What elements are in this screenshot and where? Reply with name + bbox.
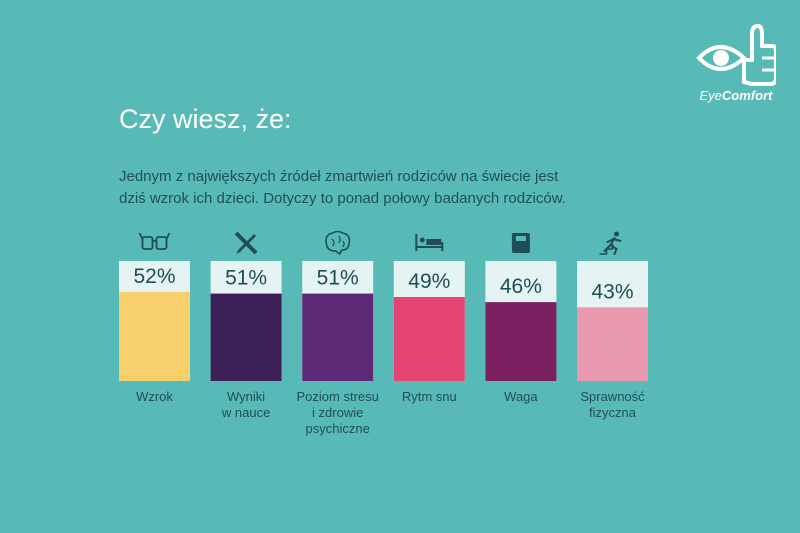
category-label: Rytm snu bbox=[402, 389, 457, 404]
bar bbox=[485, 302, 557, 381]
category-label-line: psychiczne bbox=[306, 421, 370, 436]
data-label: 52% bbox=[133, 265, 175, 288]
data-label: 51% bbox=[225, 267, 267, 290]
pencil-ruler-icon bbox=[234, 231, 258, 255]
category-label-line: w nauce bbox=[221, 405, 270, 420]
data-label: 46% bbox=[500, 275, 542, 298]
category-label-line: Waga bbox=[504, 389, 538, 404]
category-label-line: fizyczna bbox=[589, 405, 637, 420]
bar bbox=[302, 293, 374, 381]
category-label: Poziom stresu i zdrowie psychiczne bbox=[297, 389, 379, 436]
bed-icon bbox=[415, 234, 444, 251]
category-label-line: Wyniki bbox=[227, 389, 265, 404]
bar bbox=[210, 293, 282, 381]
glasses-icon bbox=[138, 232, 171, 250]
brain-icon bbox=[325, 230, 351, 256]
eye-thumbs-up-icon bbox=[696, 24, 776, 86]
category-label-line: Poziom stresu bbox=[297, 389, 379, 404]
description-line: dziś wzrok ich dzieci. Dotyczy to ponad … bbox=[119, 190, 566, 207]
category-label: Wzrok bbox=[136, 389, 173, 404]
description: Jednym z największych źródeł zmartwień r… bbox=[119, 166, 679, 210]
scale-icon bbox=[511, 233, 530, 253]
category-label: Wyniki w nauce bbox=[221, 389, 270, 420]
bar bbox=[393, 297, 465, 381]
category-label-line: Rytm snu bbox=[402, 389, 457, 404]
logo-wordmark: EyeComfort bbox=[690, 88, 782, 103]
data-label: 43% bbox=[591, 280, 633, 303]
logo-text-bold: Comfort bbox=[721, 88, 773, 103]
data-label: 51% bbox=[317, 267, 359, 290]
eyecomfort-logo: EyeComfort bbox=[690, 22, 782, 110]
bar bbox=[119, 291, 190, 381]
data-label: 49% bbox=[408, 270, 450, 293]
logo-text-light: Eye bbox=[699, 88, 722, 103]
category-label-line: Wzrok bbox=[136, 389, 173, 404]
description-line: Jednym z największych źródeł zmartwień r… bbox=[119, 168, 559, 185]
bar bbox=[577, 307, 648, 381]
category-label: Sprawność fizyczna bbox=[580, 389, 645, 420]
category-label-line: i zdrowie bbox=[312, 405, 363, 420]
category-label-line: Sprawność bbox=[580, 389, 645, 404]
runner-icon bbox=[599, 231, 622, 255]
category-label: Waga bbox=[504, 389, 538, 404]
page-title: Czy wiesz, że: bbox=[119, 104, 292, 134]
